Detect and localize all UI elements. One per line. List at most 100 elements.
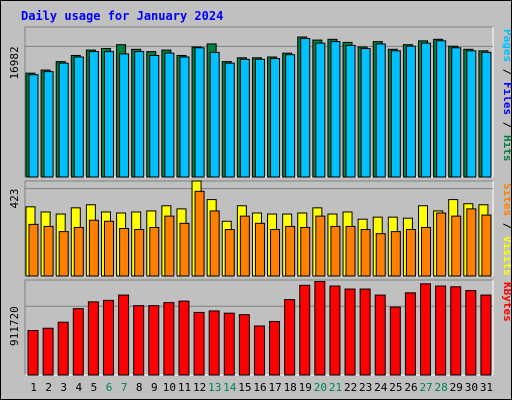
bar-sites-day-1 [28, 223, 39, 277]
bar-files-day-24 [375, 43, 386, 178]
bar-kbytes-day-22 [344, 288, 356, 376]
x-tick-label-day-26: 26 [404, 381, 417, 394]
bar-files-day-9 [149, 54, 160, 178]
bar-kbytes-day-31 [480, 294, 492, 376]
bar-sites-day-8 [134, 229, 145, 277]
bar-kbytes-day-11 [178, 300, 190, 376]
bar-kbytes-day-20 [314, 281, 326, 376]
bar-sites-day-18 [285, 225, 296, 277]
bar-kbytes-day-14 [223, 312, 235, 376]
ylabel-part: Pages [501, 29, 511, 62]
bar-files-day-27 [421, 42, 432, 178]
bar-files-day-17 [270, 58, 281, 178]
bar-files-day-14 [224, 62, 235, 178]
bar-files-day-11 [179, 56, 190, 178]
bar-kbytes-day-24 [374, 294, 386, 376]
x-tick-label-day-27: 27 [419, 381, 432, 394]
ylabel-part: KBytes [501, 282, 511, 322]
bar-sites-day-7 [119, 228, 130, 277]
bar-kbytes-day-30 [465, 290, 477, 376]
x-tick-label-day-9: 9 [151, 381, 158, 394]
bar-kbytes-day-6 [102, 299, 114, 376]
x-tick-label-day-16: 16 [253, 381, 266, 394]
bar-sites-day-6 [103, 220, 114, 277]
tick-label-kbytes: 911720 [8, 306, 21, 346]
bar-kbytes-day-7 [118, 294, 130, 376]
bar-files-day-18 [285, 54, 296, 178]
bar-files-day-30 [466, 50, 477, 178]
bar-sites-day-26 [405, 229, 416, 277]
chart-title: Daily usage for January 2024 [21, 9, 224, 23]
bar-sites-day-10 [164, 215, 175, 277]
bar-sites-day-5 [88, 219, 99, 277]
bar-sites-day-19 [300, 226, 311, 277]
bar-sites-day-14 [224, 229, 235, 277]
x-tick-label-day-30: 30 [465, 381, 478, 394]
bar-files-day-6 [103, 51, 114, 178]
bar-kbytes-day-13 [208, 310, 220, 376]
ylabel-kbytes: KBytes [501, 282, 511, 322]
bar-sites-day-23 [360, 229, 371, 277]
bar-sites-day-30 [466, 208, 477, 277]
bar-files-day-25 [390, 50, 401, 178]
bar-files-day-28 [436, 40, 447, 178]
bar-files-day-20 [315, 42, 326, 178]
x-tick-label-day-12: 12 [193, 381, 206, 394]
bar-files-day-1 [28, 74, 39, 178]
bar-kbytes-day-9 [148, 305, 160, 376]
bar-kbytes-day-21 [329, 285, 341, 376]
bar-sites-day-22 [345, 225, 356, 277]
tick-label-visits-sites: 423 [8, 189, 21, 209]
bar-kbytes-day-17 [269, 320, 281, 376]
x-tick-label-day-29: 29 [450, 381, 463, 394]
bar-kbytes-day-29 [450, 286, 462, 376]
bar-sites-day-11 [179, 222, 190, 277]
bar-files-day-8 [134, 51, 145, 178]
bar-sites-day-15 [239, 215, 250, 277]
bar-sites-day-29 [451, 215, 462, 277]
x-tick-label-day-19: 19 [299, 381, 312, 394]
bar-files-day-19 [300, 38, 311, 178]
ylabel-visits-sites: Sites / Visits [501, 183, 511, 276]
bar-sites-day-31 [481, 214, 492, 277]
x-tick-label-day-8: 8 [136, 381, 143, 394]
bar-files-day-26 [405, 45, 416, 178]
bar-kbytes-day-15 [238, 314, 250, 376]
bar-kbytes-day-23 [359, 288, 371, 376]
x-tick-label-day-31: 31 [480, 381, 493, 394]
x-tick-label-day-22: 22 [344, 381, 357, 394]
bar-files-day-15 [239, 58, 250, 178]
bar-files-day-31 [481, 51, 492, 178]
bar-files-day-10 [164, 52, 175, 178]
x-tick-label-day-17: 17 [268, 381, 281, 394]
x-tick-label-day-21: 21 [329, 381, 342, 394]
ylabel-part: Sites [501, 183, 511, 216]
bar-sites-day-25 [390, 231, 401, 277]
bar-kbytes-day-12 [193, 311, 205, 376]
bar-sites-day-28 [436, 212, 447, 277]
bar-kbytes-day-27 [420, 283, 432, 376]
bar-kbytes-day-5 [87, 301, 99, 376]
x-tick-label-day-7: 7 [121, 381, 128, 394]
bar-kbytes-day-3 [57, 321, 69, 376]
ylabel-part: / [501, 115, 511, 135]
bar-kbytes-day-10 [163, 302, 175, 376]
bar-files-day-21 [330, 41, 341, 178]
bar-sites-day-20 [315, 215, 326, 277]
bar-kbytes-day-2 [42, 327, 54, 376]
bar-sites-day-16 [254, 222, 265, 277]
bar-kbytes-day-4 [72, 308, 84, 376]
x-tick-label-day-2: 2 [45, 381, 52, 394]
bar-sites-day-2 [43, 225, 54, 277]
x-tick-label-day-6: 6 [106, 381, 113, 394]
ylabel-hits-files-pages: Pages / Files / Hits [501, 29, 511, 162]
bar-sites-day-12 [194, 190, 205, 277]
bar-sites-day-17 [270, 229, 281, 277]
x-tick-label-day-14: 14 [223, 381, 237, 394]
bar-kbytes-day-16 [253, 325, 265, 376]
x-tick-label-day-18: 18 [284, 381, 297, 394]
bar-sites-day-3 [58, 231, 69, 277]
bar-files-day-23 [360, 48, 371, 178]
